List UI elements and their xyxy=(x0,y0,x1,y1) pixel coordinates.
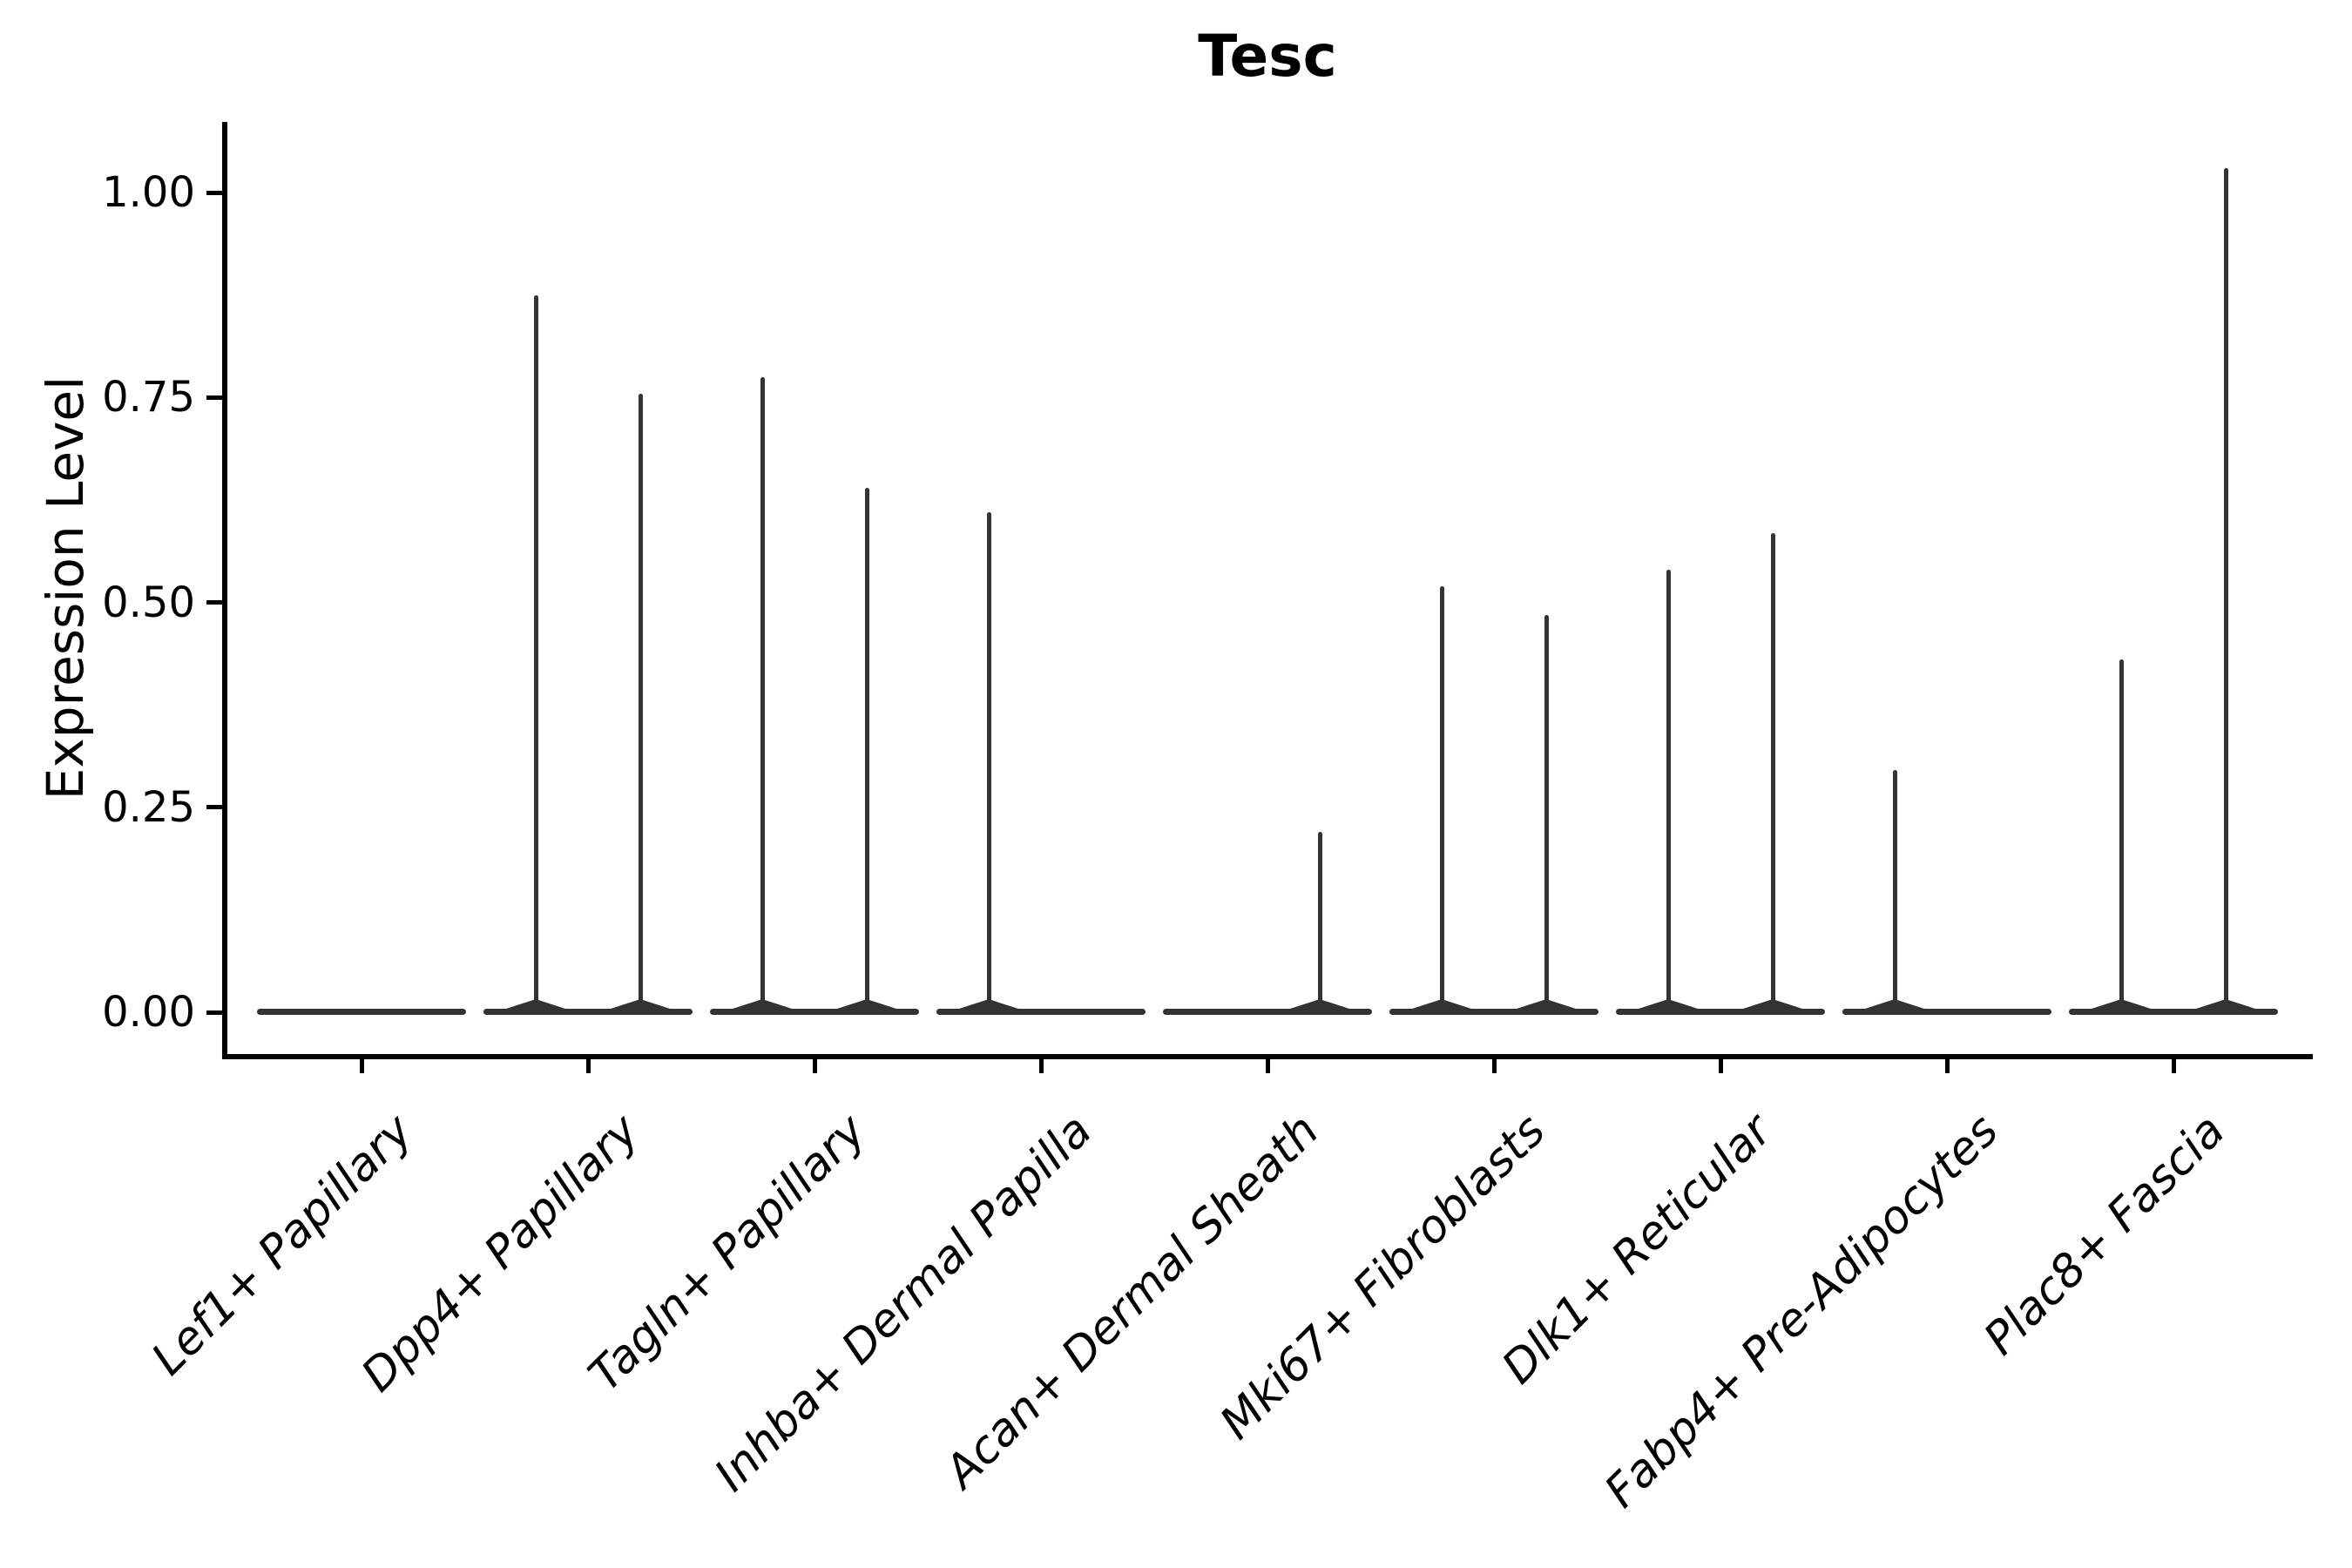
violin-spike xyxy=(1892,770,1897,1014)
violin-base xyxy=(483,1009,693,1015)
y-tick-label: 0.50 xyxy=(102,578,195,627)
violin-spike xyxy=(1770,532,1775,1014)
violin-base xyxy=(936,1009,1146,1015)
x-tick xyxy=(1038,1059,1044,1073)
violin-spike xyxy=(638,393,643,1014)
x-tick-label: Plac8+ Fascia xyxy=(1974,1105,2235,1366)
x-tick xyxy=(2171,1059,2176,1073)
x-axis-spine xyxy=(222,1054,2313,1059)
x-tick xyxy=(1491,1059,1497,1073)
y-tick-label: 0.75 xyxy=(102,373,195,422)
y-tick xyxy=(206,395,222,400)
y-tick-label: 0.25 xyxy=(102,782,195,832)
violin-base xyxy=(710,1009,919,1015)
y-tick-label: 0.00 xyxy=(102,988,195,1037)
violin-spike xyxy=(986,511,991,1014)
violin-spike xyxy=(1317,831,1322,1014)
violin-spike xyxy=(1666,569,1671,1014)
violin-base xyxy=(1389,1009,1598,1015)
violin-spike xyxy=(2223,167,2228,1014)
violin-base xyxy=(1163,1009,1372,1015)
x-tick xyxy=(1718,1059,1723,1073)
y-tick xyxy=(206,1010,222,1015)
x-tick xyxy=(1944,1059,1950,1073)
y-tick xyxy=(206,190,222,195)
violin-base xyxy=(257,1009,466,1015)
violin-spike xyxy=(533,294,538,1014)
y-tick xyxy=(206,805,222,810)
violin-spike xyxy=(1544,614,1549,1014)
violin-spike xyxy=(2119,659,2124,1014)
chart-title: Tesc xyxy=(1198,23,1337,90)
violin-base xyxy=(1616,1009,1825,1015)
y-tick xyxy=(206,600,222,605)
y-axis-spine xyxy=(222,122,227,1059)
violin-spike xyxy=(760,376,765,1014)
x-tick-label: Acan+ Dermal Sheath xyxy=(935,1105,1329,1498)
violin-spike xyxy=(1439,585,1444,1014)
x-tick xyxy=(585,1059,591,1073)
violin-base xyxy=(1842,1009,2051,1015)
x-tick-label: Fabp4+ Pre-Adipocytes xyxy=(1594,1105,2009,1518)
x-tick-label: Inhba+ Dermal Papilla xyxy=(705,1105,1103,1502)
violin-spike xyxy=(864,487,869,1014)
x-tick xyxy=(812,1059,817,1073)
violin-base xyxy=(2069,1009,2278,1015)
x-tick xyxy=(1265,1059,1270,1073)
y-tick-label: 1.00 xyxy=(102,168,195,217)
x-tick xyxy=(359,1059,364,1073)
